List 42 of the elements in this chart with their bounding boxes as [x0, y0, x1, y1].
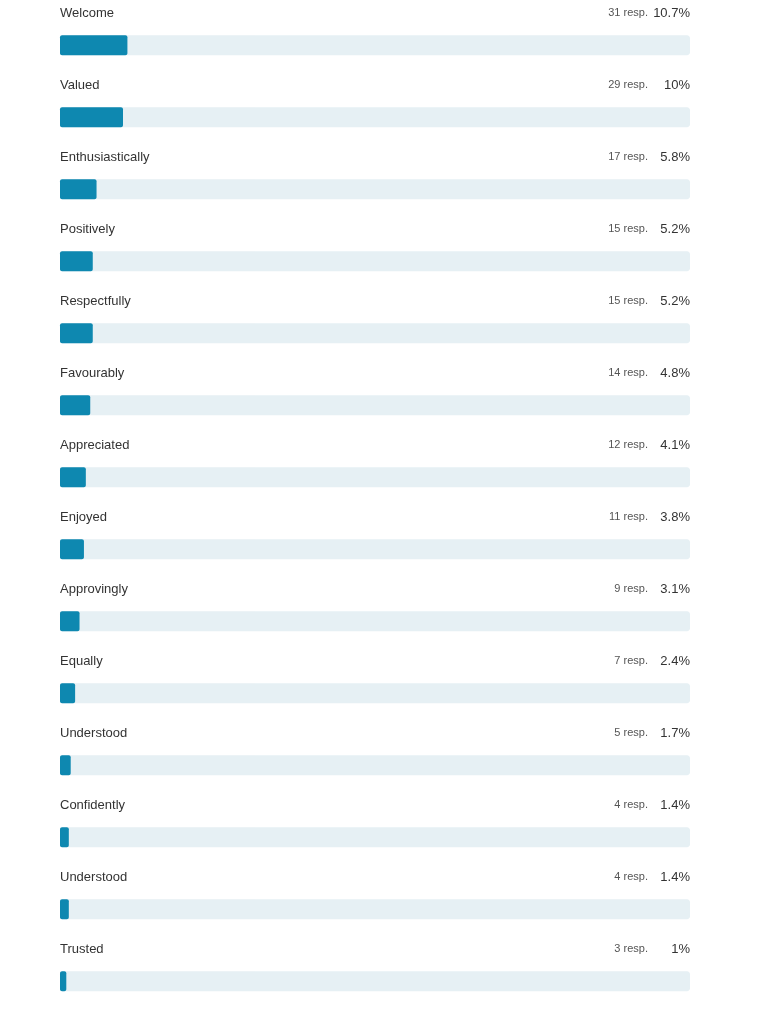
y-tick-label: Understood [60, 724, 128, 740]
y-tick-label: Confidently [60, 796, 126, 812]
data-label: 5.8% [660, 148, 691, 164]
data-label: 1.7% [660, 724, 691, 740]
annotation: 31 resp. [608, 5, 648, 18]
annotation: 7 resp. [614, 653, 648, 666]
annotation: 14 resp. [608, 365, 648, 378]
data-label: 4.1% [660, 436, 691, 452]
data-label: 5.2% [660, 220, 691, 236]
data-label: 3.8% [660, 508, 691, 524]
annotation: 15 resp. [608, 293, 648, 306]
annotation: 4 resp. [614, 797, 648, 810]
y-tick-label: Enjoyed [60, 508, 107, 524]
annotation: 29 resp. [608, 77, 648, 90]
annotation: 9 resp. [614, 581, 648, 594]
y-tick-label: Favourably [60, 364, 125, 380]
data-label: 1.4% [660, 796, 691, 812]
data-label: 10.7% [653, 4, 691, 20]
annotation: 15 resp. [608, 221, 648, 234]
annotation: 12 resp. [608, 437, 648, 450]
y-tick-label: Respectfully [60, 292, 132, 308]
annotation: 5 resp. [614, 725, 648, 738]
y-tick-label: Approvingly [60, 580, 129, 596]
y-tick-label: Enthusiastically [60, 148, 151, 164]
data-label: 5.2% [660, 292, 691, 308]
annotation: 3 resp. [614, 941, 648, 954]
data-label: 4.8% [660, 364, 691, 380]
y-tick-label: Positively [60, 220, 116, 236]
annotation: 17 resp. [608, 149, 648, 162]
annotation: 4 resp. [614, 869, 648, 882]
annotation: 11 resp. [609, 509, 648, 522]
data-label: 3.1% [660, 580, 691, 596]
y-tick-label: Appreciated [60, 436, 130, 452]
data-label: 10% [663, 76, 691, 92]
data-label: 2.4% [660, 652, 691, 668]
y-tick-label: Trusted [60, 940, 104, 956]
y-tick-label: Welcome [60, 4, 114, 20]
data-label: 1% [671, 940, 691, 956]
y-tick-label: Valued [60, 76, 100, 92]
data-label: 1.4% [660, 868, 691, 884]
y-tick-label: Equally [60, 652, 104, 668]
y-tick-label: Understood [60, 868, 128, 884]
